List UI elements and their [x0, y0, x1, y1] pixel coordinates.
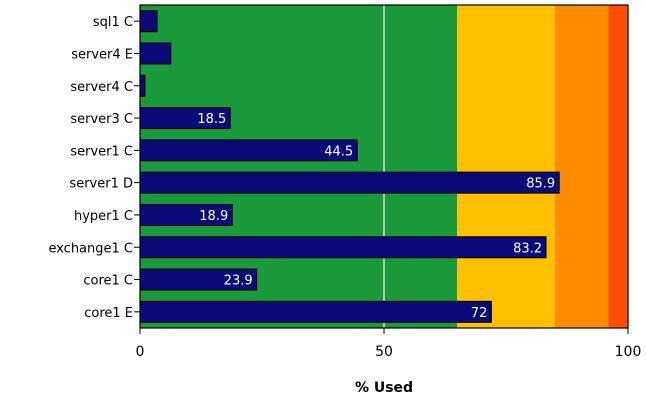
category-label-4: server1 C — [70, 144, 133, 159]
bar-7 — [139, 236, 547, 259]
bar-9 — [139, 300, 492, 323]
band-2 — [554, 5, 609, 328]
x-tick-labels: 0 50 100 — [136, 344, 642, 360]
category-label-2: server4 C — [70, 80, 133, 95]
category-label-1: server4 E — [71, 47, 133, 62]
x-tick-label-1: 50 — [375, 344, 393, 360]
x-tick-label-0: 0 — [136, 344, 145, 360]
bar-value-label-3: 18.5 — [197, 112, 226, 127]
category-label-8: core1 C — [83, 274, 133, 289]
category-label-9: core1 E — [84, 306, 133, 321]
category-labels: sql1 C server4 E server4 C server3 C server1… — [48, 15, 133, 321]
category-label-7: exchange1 C — [48, 241, 133, 256]
bar-value-label-6: 18.9 — [199, 209, 228, 224]
bar-value-label-5: 85.9 — [526, 177, 555, 192]
band-1 — [457, 5, 555, 328]
bar-5 — [139, 171, 560, 194]
bars-group: 18.5 44.5 85.9 18.9 83.2 23.9 72 — [139, 10, 560, 323]
axes — [134, 4, 629, 334]
category-label-3: server3 C — [70, 112, 133, 127]
bar-value-label-9: 72 — [471, 306, 488, 321]
x-axis-title: % Used — [355, 380, 413, 396]
band-3 — [608, 5, 628, 328]
category-label-5: server1 D — [69, 177, 133, 192]
bar-0 — [139, 10, 158, 33]
x-tick-label-2: 100 — [615, 344, 642, 360]
bar-2 — [139, 74, 146, 97]
bar-value-label-8: 23.9 — [224, 274, 253, 289]
category-label-6: hyper1 C — [74, 209, 133, 224]
category-label-0: sql1 C — [93, 15, 133, 30]
bar-1 — [139, 42, 172, 65]
bar-value-label-4: 44.5 — [324, 144, 353, 159]
bar-value-label-7: 83.2 — [513, 241, 542, 256]
